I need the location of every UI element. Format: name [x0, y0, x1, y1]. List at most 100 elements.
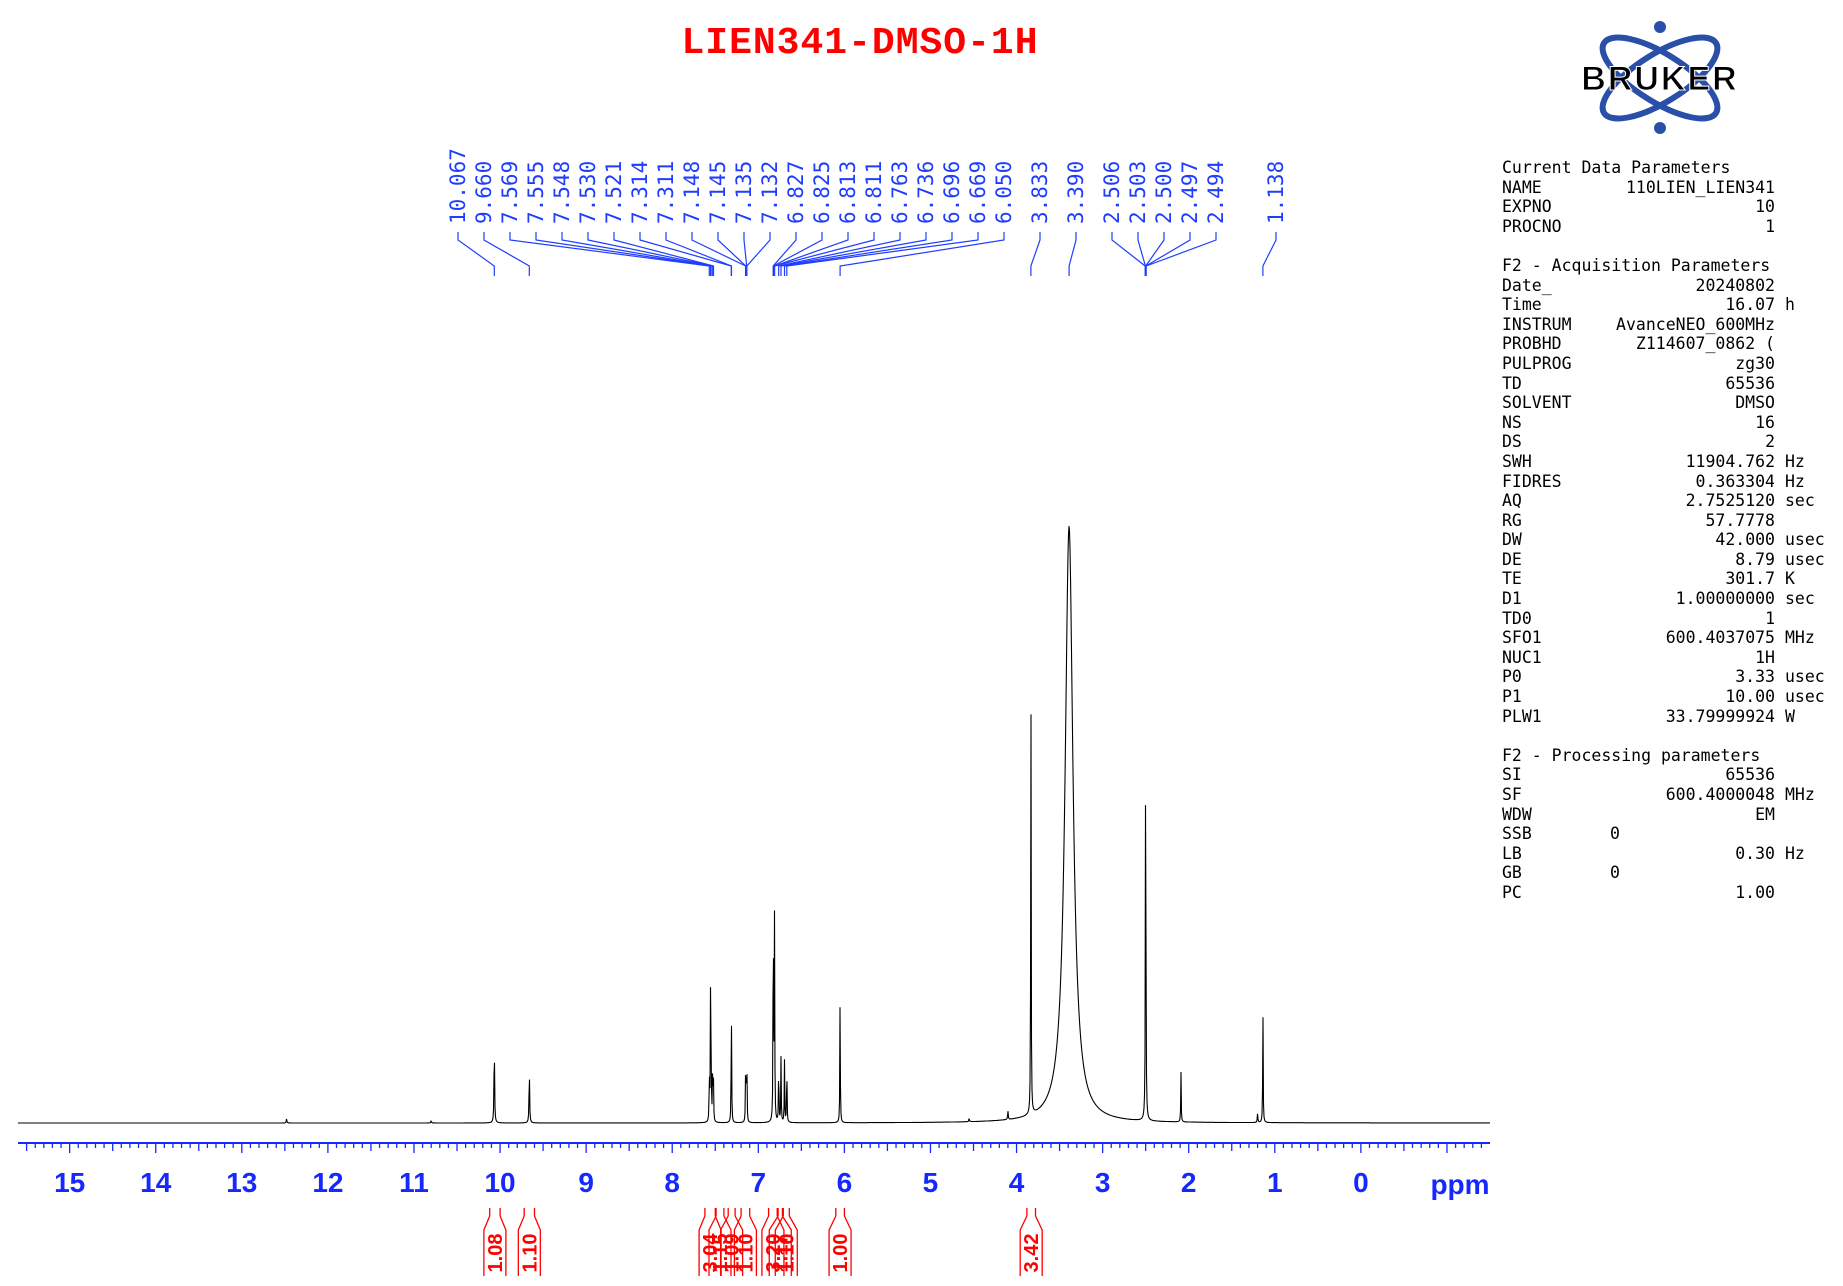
- x-tick-label: 7: [751, 1167, 767, 1198]
- param-key: SF: [1502, 785, 1522, 804]
- param-value: 3.33: [1735, 667, 1775, 687]
- integral-bracket: [768, 1215, 792, 1276]
- integral-bracket: [1019, 1215, 1043, 1276]
- bruker-logo-text: BRUKER: [1581, 60, 1738, 98]
- param-unit: [1775, 609, 1840, 629]
- param-row: INSTRUM AvanceNEO_600MHz: [1502, 315, 1842, 335]
- x-tick-label: 14: [140, 1167, 172, 1198]
- param-row: PC 1.00: [1502, 883, 1842, 903]
- param-unit: [1775, 276, 1840, 296]
- peak-label: 6.763: [888, 161, 912, 224]
- param-row: P0 3.33 usec: [1502, 667, 1842, 687]
- param-unit: [1775, 354, 1840, 374]
- param-row: SF 600.4000048 MHz: [1502, 785, 1842, 805]
- integral-tick: [835, 1208, 846, 1216]
- param-row: NAME 110LIEN_LIEN341: [1502, 178, 1842, 198]
- param-value: 2: [1765, 432, 1775, 452]
- param-key: NS: [1502, 412, 1522, 432]
- peak-connector: [1145, 232, 1217, 276]
- processing-params-list: SI 65536 SF 600.4000048 MHz WDW EM SSB 0 LB 0.30 Hz…: [1502, 765, 1842, 902]
- param-unit: [1775, 824, 1840, 844]
- param-unit: Hz: [1785, 471, 1805, 491]
- param-value: 0.30: [1735, 843, 1775, 863]
- integral-tick: [777, 1208, 784, 1216]
- integral-tick: [727, 1208, 736, 1216]
- peak-label: 1.138: [1264, 161, 1288, 224]
- peak-label: 6.813: [836, 161, 860, 224]
- param-value: 16: [1755, 412, 1775, 432]
- peak-connector: [1111, 232, 1146, 276]
- param-unit: usec: [1785, 549, 1825, 569]
- peak-label: 2.506: [1100, 161, 1124, 224]
- param-unit: h: [1785, 295, 1795, 315]
- param-unit: [1775, 197, 1840, 217]
- acquisition-parameters-panel: Current Data Parameters NAME 110LIEN_LIEN…: [1502, 158, 1842, 903]
- param-value: 301.7: [1725, 569, 1775, 589]
- peak-connector: [1068, 232, 1077, 276]
- peak-label: 7.132: [758, 161, 782, 224]
- param-unit: [1775, 315, 1840, 335]
- param-value: 1: [1765, 216, 1775, 236]
- integral-tick: [782, 1208, 790, 1216]
- param-value: 11904.762: [1685, 451, 1775, 471]
- peak-connector: [1145, 232, 1165, 276]
- peak-label: 6.050: [992, 161, 1016, 224]
- integral-bracket: [828, 1215, 852, 1276]
- param-unit: [1775, 648, 1840, 668]
- x-tick-label: 13: [226, 1167, 257, 1198]
- param-unit: sec: [1785, 589, 1815, 609]
- param-row: DS 2: [1502, 432, 1842, 452]
- peak-label: 9.660: [472, 161, 496, 224]
- param-value: 110LIEN_LIEN341: [1625, 177, 1775, 197]
- x-tick-label: 15: [54, 1167, 85, 1198]
- peak-label: 2.497: [1178, 161, 1202, 224]
- param-unit: sec: [1785, 491, 1815, 511]
- peak-connector: [774, 232, 875, 276]
- param-unit: [1775, 413, 1840, 433]
- param-key: D1: [1502, 589, 1522, 609]
- peak-connector: [1030, 232, 1041, 276]
- peak-connector: [613, 232, 715, 276]
- param-row: P1 10.00 usec: [1502, 687, 1842, 707]
- param-value: 1H: [1755, 647, 1775, 667]
- x-tick-label: 2: [1181, 1167, 1197, 1198]
- peak-connector: [665, 232, 733, 276]
- peak-label: 7.145: [706, 161, 730, 224]
- peak-label: 2.503: [1126, 161, 1150, 224]
- integral-label: 1.10: [776, 1234, 798, 1273]
- peak-label: 7.555: [524, 161, 548, 224]
- param-key: PULPROG: [1502, 353, 1572, 373]
- param-row: SFO1 600.4037075 MHz: [1502, 628, 1842, 648]
- spectrum-group: [18, 526, 1490, 1124]
- peak-label: 6.825: [810, 161, 834, 224]
- peak-connector: [1137, 232, 1146, 276]
- param-unit: Hz: [1785, 451, 1805, 471]
- peak-label: 6.696: [940, 161, 964, 224]
- x-axis: 15 14 13 12 11 10 9 8 7 6 5 4 3 2 1 0 ppm: [18, 1142, 1490, 1200]
- param-key: PROCNO: [1502, 216, 1562, 236]
- integral-label: 3.04: [700, 1233, 722, 1273]
- param-row: NS 16: [1502, 413, 1842, 433]
- param-unit: [1775, 805, 1840, 825]
- param-unit: usec: [1785, 530, 1825, 550]
- param-unit: [1775, 765, 1840, 785]
- param-unit: [1775, 374, 1840, 394]
- param-row: Time 16.07 h: [1502, 295, 1842, 315]
- peak-label-group: 10.067 9.660 7.569 7.555 7.548 7.530 7.521 7.31…: [446, 148, 1288, 276]
- integral-label: 1.10: [735, 1234, 757, 1273]
- integral-bracket: [774, 1215, 798, 1276]
- param-key: FIDRES: [1502, 471, 1562, 491]
- param-value: zg30: [1735, 353, 1775, 373]
- param-key: PC: [1502, 882, 1522, 902]
- param-unit: MHz: [1785, 785, 1815, 804]
- param-key: WDW: [1502, 804, 1532, 824]
- param-value: 600.4037075: [1665, 628, 1775, 648]
- x-tick-label: 9: [578, 1167, 594, 1198]
- param-unit: usec: [1785, 687, 1825, 707]
- peak-label: 6.827: [784, 161, 808, 224]
- param-unit: W: [1785, 706, 1795, 726]
- param-value: AvanceNEO_600MHz: [1616, 314, 1775, 334]
- peak-label: 7.521: [602, 161, 626, 224]
- page-title: LIEN341-DMSO-1H: [681, 22, 1039, 65]
- x-tick-label: 3: [1095, 1167, 1111, 1198]
